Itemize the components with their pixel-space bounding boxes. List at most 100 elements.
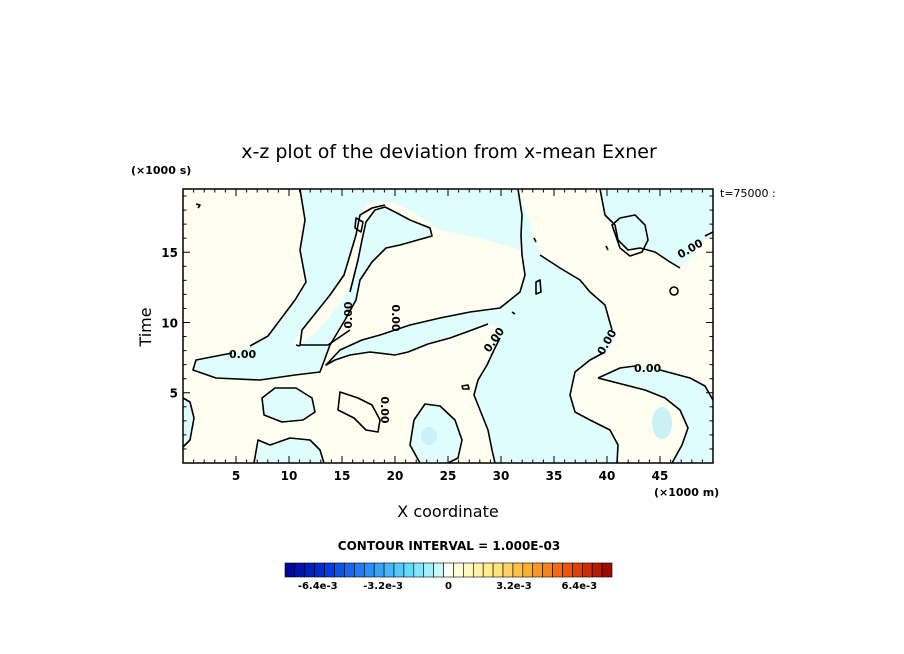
contour-left-edge (182, 397, 195, 448)
colorbar-cell (314, 562, 325, 578)
contour-small-circle (669, 286, 679, 296)
contour-central-right (539, 254, 613, 331)
x-tick-labels: 5 10 15 20 25 30 35 40 45 (232, 469, 669, 483)
contour-label: 0.00 (378, 396, 391, 423)
negative-region-lower-left (254, 438, 324, 463)
chart-title: x-z plot of the deviation from x-mean Ex… (241, 141, 657, 163)
y-tick-label: 15 (161, 246, 178, 260)
contour-blob-15 (261, 387, 316, 423)
colorbar-cell (334, 562, 345, 578)
colorbar-cell (354, 562, 365, 578)
contour-blob-22-b (409, 419, 421, 464)
x-tick-label: 30 (493, 469, 510, 483)
colorbar-tick-label: -3.2e-3 (363, 581, 403, 592)
colorbar-cell (572, 562, 583, 578)
colorbar-cell (344, 562, 355, 578)
y-tick-label: 10 (161, 316, 178, 330)
colorbar-cell (284, 562, 296, 578)
colorbar-cell (552, 562, 563, 578)
colorbar-tick-label: 0 (445, 581, 452, 592)
y-unit-label: (×1000 s) (131, 164, 191, 177)
plot-area: 0.00 0.00 0.00 0.00 0.00 0.00 0.00 0.00 (182, 188, 714, 464)
colorbar-cell (532, 562, 543, 578)
contour-upper-right-edge (704, 231, 714, 237)
negative-region-central (326, 189, 618, 463)
colorbar-tick-label: 6.4e-3 (561, 581, 597, 592)
contour-small-tick-a (195, 203, 201, 209)
contour-small-tick-h (605, 245, 609, 251)
negative-region-upper-right (600, 189, 713, 268)
colorbar-cell (591, 562, 603, 578)
x-tick-label: 5 (232, 469, 240, 483)
contour-small-tick-d (533, 237, 537, 243)
contour-blob-22 (413, 403, 463, 464)
x-tick-label: 40 (599, 469, 616, 483)
colorbar-cell (502, 562, 514, 578)
colorbar-cell (522, 562, 534, 578)
colorbar-cell (463, 562, 474, 578)
weak-negative-blobs (421, 407, 672, 445)
colorbar-cell (403, 562, 415, 578)
colorbar-cell (413, 562, 425, 578)
contour-small-tick-b (461, 384, 470, 390)
colorbar (284, 562, 613, 578)
colorbar-cell (393, 562, 405, 578)
colorbar-cell (294, 562, 306, 578)
contour-lower-left-a (253, 437, 325, 464)
y-tick-label: 5 (170, 387, 178, 401)
colorbar-labels: -6.4e-3 -3.2e-3 0 3.2e-3 6.4e-3 (298, 581, 597, 592)
contour-central-mid (473, 337, 501, 464)
colorbar-cell (472, 562, 484, 578)
axis-ticks (183, 189, 713, 463)
contour-lower-right-inner (597, 377, 689, 464)
weak-blob-45 (652, 407, 672, 439)
contour-label: 0.00 (229, 348, 256, 361)
contour-label: 0.00 (634, 362, 661, 375)
colorbar-cell (512, 562, 524, 578)
x-axis-label: X coordinate (397, 502, 498, 521)
contour-small-tick-f (295, 344, 301, 347)
x-tick-label: 15 (334, 469, 351, 483)
weak-blob-23 (421, 427, 437, 445)
negative-regions (183, 189, 713, 463)
x-unit-label: (×1000 m) (654, 486, 719, 499)
colorbar-cell (601, 562, 613, 578)
colorbar-cell (581, 562, 593, 578)
contour-upper-right (599, 188, 681, 269)
negative-region-blob-15 (262, 388, 315, 422)
x-tick-label: 35 (546, 469, 563, 483)
contour-tongue-inner (299, 204, 386, 346)
colorbar-cell (383, 562, 395, 578)
colorbar-tick-label: -6.4e-3 (298, 581, 338, 592)
contour-small-tick-c (535, 279, 542, 295)
negative-region-upper (193, 189, 521, 380)
colorbar-cell (304, 562, 316, 578)
colorbar-cell (562, 562, 573, 578)
colorbar-cell (324, 562, 335, 578)
x-tick-label: 45 (652, 469, 669, 483)
x-tick-label: 25 (440, 469, 457, 483)
time-label: t=75000 : (720, 187, 776, 200)
colorbar-cell (363, 562, 375, 578)
x-tick-label: 10 (281, 469, 298, 483)
contour-mid-left (337, 391, 381, 433)
colorbar-cell (423, 562, 434, 578)
contour-small-tick-e (354, 217, 364, 233)
contour-lines (182, 188, 714, 464)
contour-lower-right (597, 365, 636, 379)
contour-small-tick-g (511, 311, 516, 315)
contour-label: 0.00 (389, 304, 402, 331)
colorbar-cell (433, 562, 444, 578)
contour-upper-right-loop (611, 214, 649, 257)
colorbar-tick-label: 3.2e-3 (496, 581, 532, 592)
colorbar-cell (492, 562, 504, 578)
y-tick-labels: 5 10 15 (161, 246, 178, 401)
colorbar-cell (373, 562, 385, 578)
contour-interval-label: CONTOUR INTERVAL = 1.000E-03 (338, 539, 560, 553)
contour-right-arc (569, 351, 619, 464)
colorbar-cell (482, 562, 494, 578)
x-tick-label: 20 (387, 469, 404, 483)
contour-central-left (325, 188, 526, 366)
colorbar-cell (542, 562, 553, 578)
